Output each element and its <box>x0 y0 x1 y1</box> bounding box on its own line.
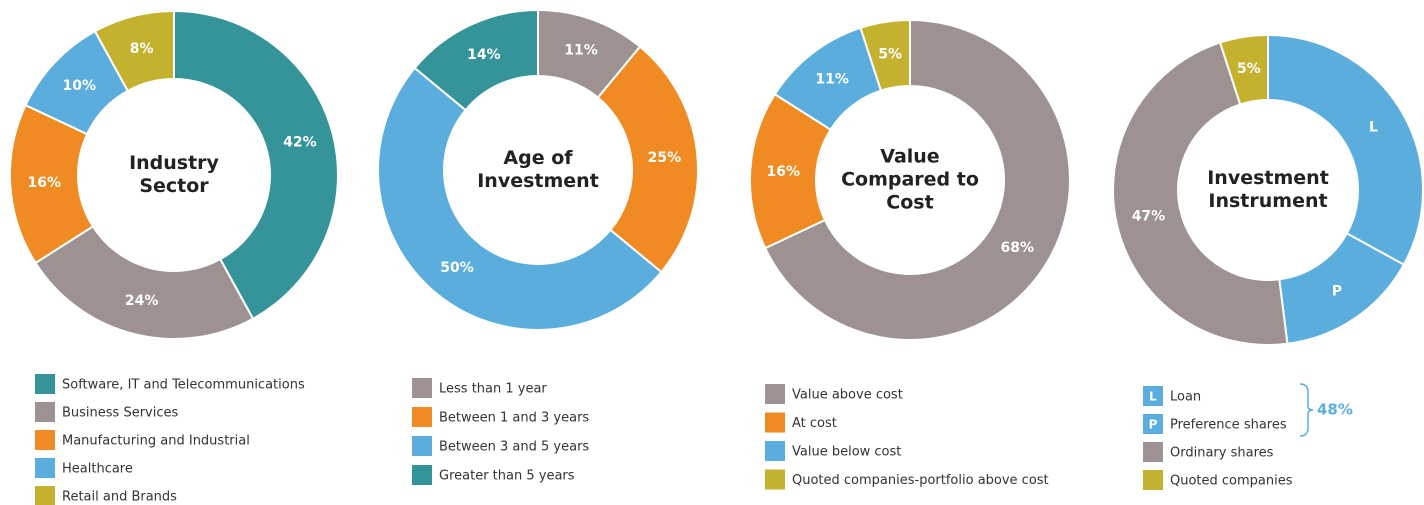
segment-label: 5% <box>1237 61 1261 77</box>
donut-segment <box>859 18 911 92</box>
legend-swatch <box>35 374 55 394</box>
legend-swatch <box>412 465 432 485</box>
segment-label: 14% <box>467 47 501 63</box>
legend-swatch <box>35 402 55 422</box>
segment-label: 25% <box>648 150 682 166</box>
segment-label: P <box>1332 283 1342 299</box>
donut-segment <box>1267 33 1424 267</box>
legend-swatch <box>35 486 55 505</box>
chart-title: Industry Sector <box>129 152 219 197</box>
bracket <box>1299 383 1314 437</box>
legend-swatch <box>765 441 785 461</box>
segment-label: 24% <box>125 293 159 309</box>
donut-segment <box>596 45 699 274</box>
legend-label: Greater than 5 years <box>439 469 575 484</box>
legend-label: Quoted companies-portfolio above cost <box>792 473 1049 488</box>
legend-swatch <box>35 430 55 450</box>
donut-segment <box>763 18 1071 341</box>
legend-swatch <box>1143 386 1163 406</box>
legend-swatch <box>412 436 432 456</box>
legend-label: Business Services <box>62 406 179 421</box>
chart-title: Value Compared to Cost <box>841 145 979 214</box>
segment-label: 16% <box>27 175 61 191</box>
legend-label: Value below cost <box>792 445 901 460</box>
donut-segment <box>377 66 663 331</box>
legend-swatch <box>412 378 432 398</box>
legend-label: Retail and Brands <box>62 490 177 505</box>
segment-label: 68% <box>1000 240 1034 256</box>
legend-label: Preference shares <box>1170 418 1287 433</box>
legend-marker: L <box>1149 390 1157 404</box>
legend-label: Value above cost <box>792 388 903 403</box>
legend-label: Between 3 and 5 years <box>439 440 589 455</box>
donut-segment <box>173 9 339 321</box>
segment-label: 47% <box>1132 209 1166 225</box>
legend-label: Manufacturing and Industrial <box>62 434 250 449</box>
segment-label: 11% <box>564 43 598 59</box>
chart-title: Investment Instrument <box>1207 167 1329 212</box>
legend-label: At cost <box>792 416 837 431</box>
legend-swatch <box>1143 470 1163 490</box>
legend-label: Software, IT and Telecommunications <box>62 378 305 393</box>
legend-swatch <box>765 412 785 433</box>
legend-swatch <box>765 469 785 490</box>
donut-segment <box>1218 33 1269 106</box>
legend-label: Less than 1 year <box>439 382 547 397</box>
segment-label: 10% <box>62 78 96 94</box>
donut-segment <box>413 8 539 112</box>
legend-marker: P <box>1149 418 1158 432</box>
segment-label: 8% <box>130 41 154 57</box>
legend-label: Healthcare <box>62 462 133 477</box>
chart-title: Age of Investment <box>477 147 599 192</box>
bracket-label: 48% <box>1317 401 1353 419</box>
donut-segment <box>1112 41 1289 346</box>
legend-label: Ordinary shares <box>1170 446 1274 461</box>
legend-label: Loan <box>1170 390 1201 405</box>
donut-segment <box>34 225 255 340</box>
legend-label: Between 1 and 3 years <box>439 411 589 426</box>
legend-swatch <box>35 458 55 478</box>
legend-label: Quoted companies <box>1170 474 1293 489</box>
segment-label: 11% <box>815 72 849 88</box>
segment-label: 42% <box>283 135 317 151</box>
segment-label: 50% <box>440 260 474 276</box>
segment-label: 5% <box>878 47 902 63</box>
legend-swatch <box>412 407 432 427</box>
segment-label: 16% <box>766 164 800 180</box>
legend-swatch <box>765 384 785 404</box>
donut-segment <box>93 9 175 93</box>
segment-label: L <box>1369 120 1378 136</box>
legend-swatch <box>1143 442 1163 462</box>
legend-swatch <box>1143 414 1163 434</box>
